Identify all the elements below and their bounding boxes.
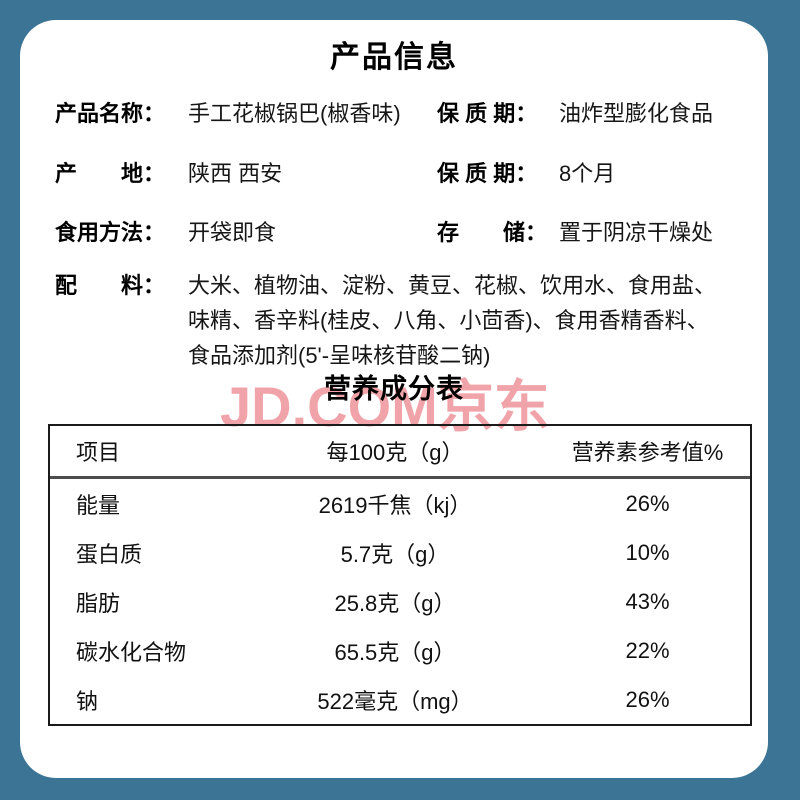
cell-nrv: 22% [625,637,670,663]
nutrition-table-title: 营养成分表 [324,374,464,404]
table-row-energy: 能量 2619千焦（kj） 26% [50,479,750,528]
info-row-origin: 产 地： 陕西 西安 [55,156,282,188]
origin-label: 产 地： [55,161,166,186]
table-row-carbohydrate: 碳水化合物 65.5克（g） 22% [50,626,750,675]
cell-amount: 25.8克（g） [334,590,456,616]
cell-item: 碳水化合物 [76,639,187,665]
storage-label: 存 储： [437,220,548,245]
nutrition-table-header: 项目 每100克（g） 营养素参考值% [50,426,750,479]
info-row-usage: 食用方法： 开袋即食 [55,215,276,247]
cell-nrv: 43% [625,588,670,614]
info-row-ingredients: 配 料： 大米、植物油、淀粉、黄豆、花椒、饮用水、食用盐、 味精、香辛料(桂皮、… [55,268,755,373]
cell-amount: 2619千焦（kj） [318,492,472,518]
page-title: 产品信息 [330,41,458,74]
product-type-value: 油炸型膨化食品 [559,101,714,126]
table-row-fat: 脂肪 25.8克（g） 43% [50,577,750,626]
cell-item: 蛋白质 [76,541,143,567]
table-row-protein: 蛋白质 5.7克（g） 10% [50,528,750,577]
usage-value: 开袋即食 [188,220,277,245]
cell-item: 脂肪 [76,590,121,616]
ingredients-label: 配 料： [55,273,166,298]
product-name-value: 手工花椒锅巴(椒香味) [188,101,401,126]
ingredients-line-1: 大米、植物油、淀粉、黄豆、花椒、饮用水、食用盐、 [188,273,717,298]
info-row-shelf-life: 保 质 期： 8个月 [437,156,615,188]
origin-value: 陕西 西安 [188,161,283,186]
cell-amount: 5.7克（g） [340,541,450,567]
cell-item: 钠 [76,688,99,714]
shelf-life-label-2: 保 质 期： [437,161,538,186]
cell-nrv: 26% [625,490,670,516]
ingredients-value: 大米、植物油、淀粉、黄豆、花椒、饮用水、食用盐、 味精、香辛料(桂皮、八角、小茴… [188,268,748,373]
cell-amount: 65.5克（g） [334,639,456,665]
header-nrv: 营养素参考值% [571,440,724,465]
cell-nrv: 10% [625,539,670,565]
nutrition-table: 项目 每100克（g） 营养素参考值% 能量 2619千焦（kj） 26% 蛋白… [48,424,752,726]
shelf-life-label-1: 保 质 期： [437,101,538,126]
info-row-product-type: 保 质 期： 油炸型膨化食品 [437,96,713,128]
usage-label: 食用方法： [55,220,166,245]
product-info-card: 产品信息 产品名称： 手工花椒锅巴(椒香味) 保 质 期： 油炸型膨化食品 产 地：… [20,20,768,778]
header-per-100g: 每100克（g） [326,440,464,465]
ingredients-line-3: 食品添加剂(5'-呈味核苷酸二钠) [188,343,491,368]
ingredients-line-2: 味精、香辛料(桂皮、八角、小茴香)、食用香精香料、 [188,308,709,333]
jd-watermark: JD.COM京东 [220,375,550,438]
cell-nrv: 26% [625,686,670,712]
shelf-life-value: 8个月 [559,161,616,186]
product-name-label: 产品名称： [55,101,166,126]
header-item: 项目 [76,440,121,465]
info-row-storage: 存 储： 置于阴凉干燥处 [437,215,713,247]
storage-value: 置于阴凉干燥处 [559,220,714,245]
cell-amount: 522毫克（mg） [317,688,473,714]
info-row-product-name: 产品名称： 手工花椒锅巴(椒香味) [55,96,401,128]
table-row-sodium: 钠 522毫克（mg） 26% [50,675,750,724]
cell-item: 能量 [76,492,121,518]
